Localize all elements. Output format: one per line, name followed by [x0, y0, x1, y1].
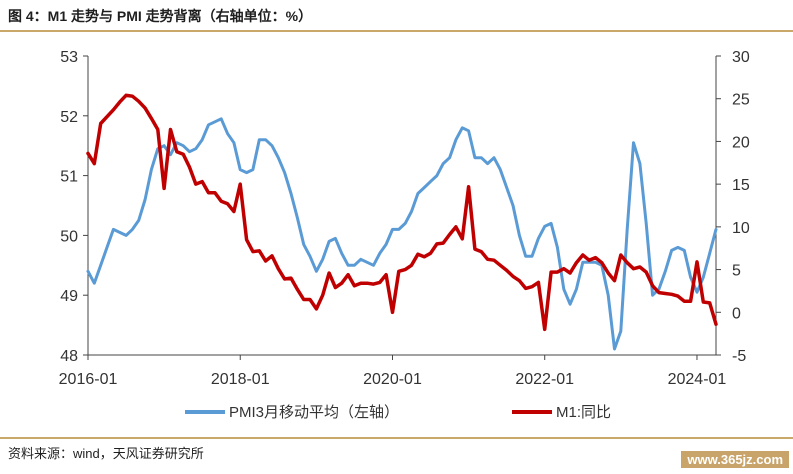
left-tick-label: 49: [60, 288, 78, 305]
series-line-m1: [86, 93, 718, 332]
right-tick-label: 30: [732, 49, 750, 66]
figure-title: 图 4：M1 走势与 PMI 走势背离（右轴单位：%）: [8, 8, 313, 24]
right-tick-label: 5: [732, 263, 741, 280]
chart-axes: [83, 55, 721, 360]
legend-label-m1: M1:同比: [556, 404, 611, 421]
series-line-pmi: [86, 117, 718, 351]
series-lines: [86, 93, 718, 351]
left-tick-label: 48: [60, 348, 78, 365]
left-tick-label: 52: [60, 109, 78, 126]
right-tick-label: 20: [732, 134, 750, 151]
x-tick-label: 2024-01: [668, 371, 727, 388]
right-tick-label: 10: [732, 220, 750, 237]
left-tick-label: 53: [60, 49, 78, 66]
right-tick-label: 15: [732, 177, 750, 194]
right-tick-label: 0: [732, 305, 741, 322]
tick-labels: 48 49 50 51 52 53 -5 0 5 10 15 20 25 30 2016-01 2018-01…: [59, 49, 750, 388]
left-tick-label: 51: [60, 169, 78, 186]
x-tick-label: 2020-01: [363, 371, 422, 388]
right-tick-label: 25: [732, 92, 750, 109]
source-note: 资料来源：wind，天风证券研究所: [8, 446, 204, 461]
chart-legend: PMI3月移动平均（左轴） M1:同比: [185, 404, 611, 421]
bottom-rule: [0, 437, 793, 439]
watermark: www.365jz.com: [681, 451, 789, 468]
x-tick-label: 2022-01: [515, 371, 574, 388]
x-tick-label: 2016-01: [59, 371, 118, 388]
legend-label-pmi: PMI3月移动平均（左轴）: [229, 404, 399, 421]
top-rule: [0, 30, 793, 32]
left-tick-label: 50: [60, 228, 78, 245]
right-tick-label: -5: [732, 348, 746, 365]
x-tick-label: 2018-01: [211, 371, 270, 388]
